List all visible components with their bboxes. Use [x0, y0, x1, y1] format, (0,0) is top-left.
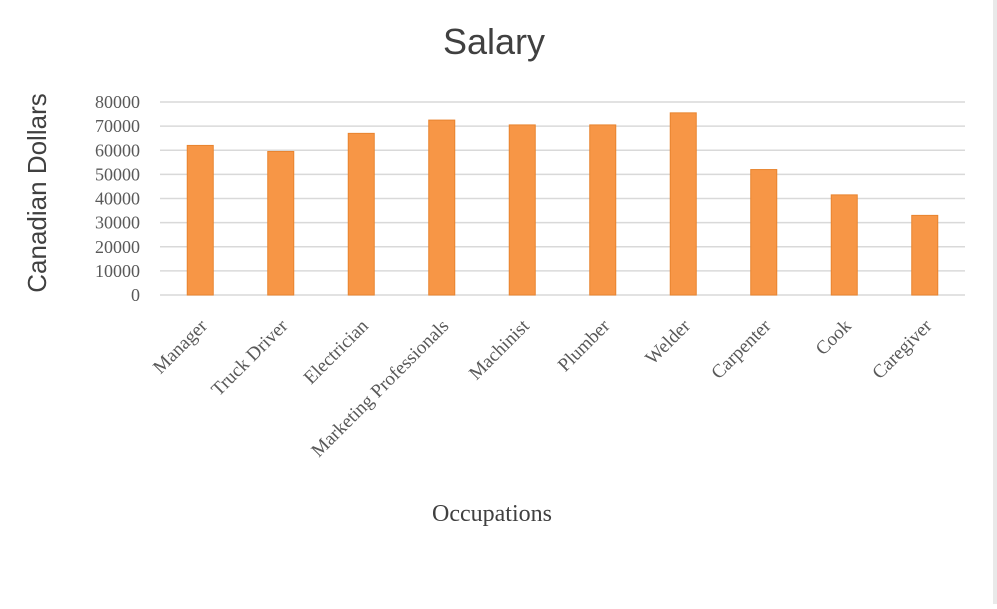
x-tick-label-5: Plumber [554, 315, 615, 376]
chart-title: Salary [443, 21, 545, 62]
x-axis-label: Occupations [432, 501, 552, 527]
bar-2 [347, 132, 375, 296]
y-tick-label-0: 0 [131, 285, 140, 305]
y-tick-label-2: 20000 [95, 237, 140, 257]
x-tick-label-3: Marketing Professionals [307, 316, 453, 462]
y-tick-label-1: 10000 [95, 261, 140, 281]
y-axis-label: Canadian Dollars [22, 93, 52, 292]
bar-3 [428, 119, 456, 296]
x-tick-label-0: Manager [149, 315, 212, 378]
bar-6 [669, 112, 697, 296]
y-tick-label-4: 40000 [95, 189, 140, 209]
x-tick-label-2: Electrician [300, 315, 373, 388]
bar-5 [589, 124, 617, 296]
y-tick-labels: 0 10000 20000 30000 40000 50000 60000 70000 8000… [95, 92, 140, 305]
y-tick-label-3: 30000 [95, 213, 140, 233]
y-tick-label-8: 80000 [95, 92, 140, 112]
x-tick-label-6: Welder [641, 315, 695, 369]
window-edge [993, 0, 997, 604]
x-tick-label-1: Truck Driver [207, 315, 292, 400]
bars [186, 112, 939, 296]
bar-4 [508, 124, 536, 296]
y-tick-label-5: 50000 [95, 164, 140, 184]
y-tick-label-6: 60000 [95, 140, 140, 160]
bar-8 [830, 194, 858, 296]
bar-1 [267, 150, 295, 296]
bar-9 [911, 214, 939, 296]
x-tick-label-8: Cook [812, 315, 856, 359]
bar-7 [750, 169, 778, 296]
x-tick-label-4: Machinist [465, 315, 534, 384]
bar-0 [186, 144, 214, 296]
x-tick-label-7: Carpenter [707, 315, 775, 383]
y-tick-label-7: 70000 [95, 116, 140, 136]
x-tick-label-9: Caregiver [868, 315, 936, 383]
